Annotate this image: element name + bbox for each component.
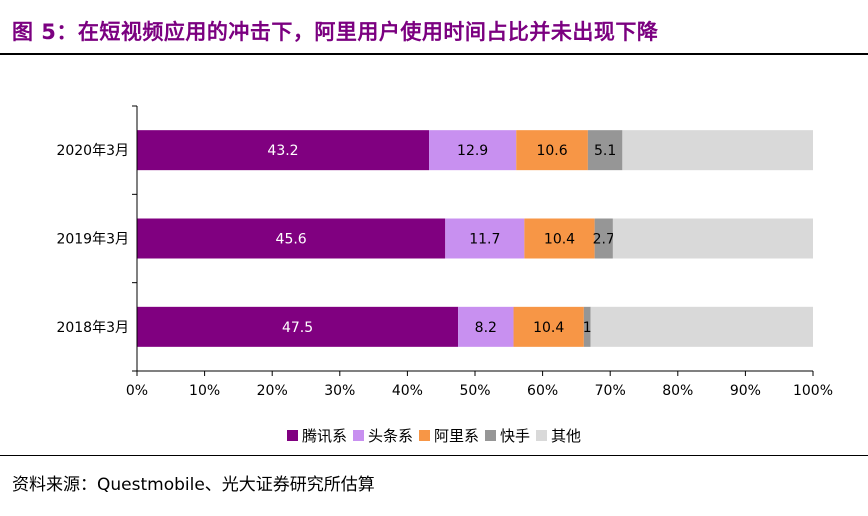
x-tick-label: 40%	[392, 383, 423, 399]
x-tick-label: 10%	[189, 383, 220, 399]
bar-segment	[516, 130, 588, 171]
x-tick-label: 60%	[527, 383, 558, 399]
legend-swatch	[286, 430, 298, 441]
bars-layer: 43.2 12.9 10.6 5.1 45.6 11.7 10.4 2.7 47.5 8.2 10.…	[137, 130, 813, 347]
bar-segment	[524, 218, 595, 259]
legend-swatch	[485, 430, 496, 441]
bar-segment	[594, 218, 613, 259]
category-label: 2018年3月	[56, 320, 129, 336]
source-divider	[0, 455, 868, 456]
legend-item: 腾讯系	[286, 425, 347, 446]
legend-item: 头条系	[352, 425, 413, 446]
data-label: 10.4	[544, 232, 575, 248]
source-note: 资料来源：Questmobile、光大证券研究所估算	[12, 475, 375, 495]
bar-segment	[137, 130, 430, 171]
bar-segment	[137, 218, 446, 259]
legend-label: 腾讯系	[301, 427, 347, 445]
x-tick-label: 70%	[595, 383, 626, 399]
data-label: 12.9	[457, 143, 488, 159]
title-divider	[0, 53, 868, 55]
data-label: 43.2	[267, 143, 298, 159]
category-label: 2019年3月	[56, 232, 129, 248]
data-label: 8.2	[475, 320, 497, 336]
x-tick-label: 80%	[662, 383, 693, 399]
legend-item: 其他	[536, 425, 581, 446]
legend-label: 阿里系	[433, 427, 479, 445]
data-label: 10.4	[533, 320, 564, 336]
x-tick-label: 20%	[257, 383, 288, 399]
legend-label: 快手	[500, 427, 531, 445]
bar-segment	[513, 306, 584, 347]
axis-layer: 2020年3月 2019年3月 2018年3月 0% 10% 20% 30% 40% 50% 60…	[56, 105, 833, 399]
category-label: 2020年3月	[56, 143, 129, 159]
data-label: 45.6	[276, 232, 307, 248]
bar-segment	[137, 306, 459, 347]
data-label: 10.6	[536, 143, 567, 159]
x-tick-label: 50%	[459, 383, 490, 399]
bar-segment	[583, 306, 591, 347]
bar-segment	[590, 306, 813, 347]
x-tick-label: 100%	[793, 383, 833, 399]
stacked-bar-chart: 43.2 12.9 10.6 5.1 45.6 11.7 10.4 2.7 47.5 8.2 10.…	[56, 105, 833, 399]
legend-item: 阿里系	[418, 425, 479, 446]
bar-segment	[612, 218, 813, 259]
legend-swatch	[418, 430, 430, 441]
bar-segment	[587, 130, 623, 171]
chart-legend: 腾讯系 头条系 阿里系 快手 其他	[0, 425, 868, 446]
legend-item: 快手	[485, 425, 530, 446]
data-label: 5.1	[594, 143, 616, 159]
legend-swatch	[536, 430, 548, 441]
bar-segment	[622, 130, 813, 171]
x-tick-label: 0%	[126, 383, 148, 399]
data-label: 47.5	[282, 320, 313, 336]
x-tick-label: 30%	[324, 383, 355, 399]
x-tick-label: 90%	[730, 383, 761, 399]
data-label: 1	[583, 320, 592, 336]
data-label: 11.7	[469, 232, 500, 248]
bar-segment	[445, 218, 525, 259]
legend-label: 其他	[551, 427, 582, 445]
data-label: 2.7	[593, 232, 615, 248]
legend-label: 头条系	[367, 427, 413, 445]
chart-title: 图 5：在短视频应用的冲击下，阿里用户使用时间占比并未出现下降	[12, 20, 659, 44]
bar-segment	[429, 130, 517, 171]
legend-swatch	[352, 430, 364, 441]
bar-segment	[458, 306, 514, 347]
